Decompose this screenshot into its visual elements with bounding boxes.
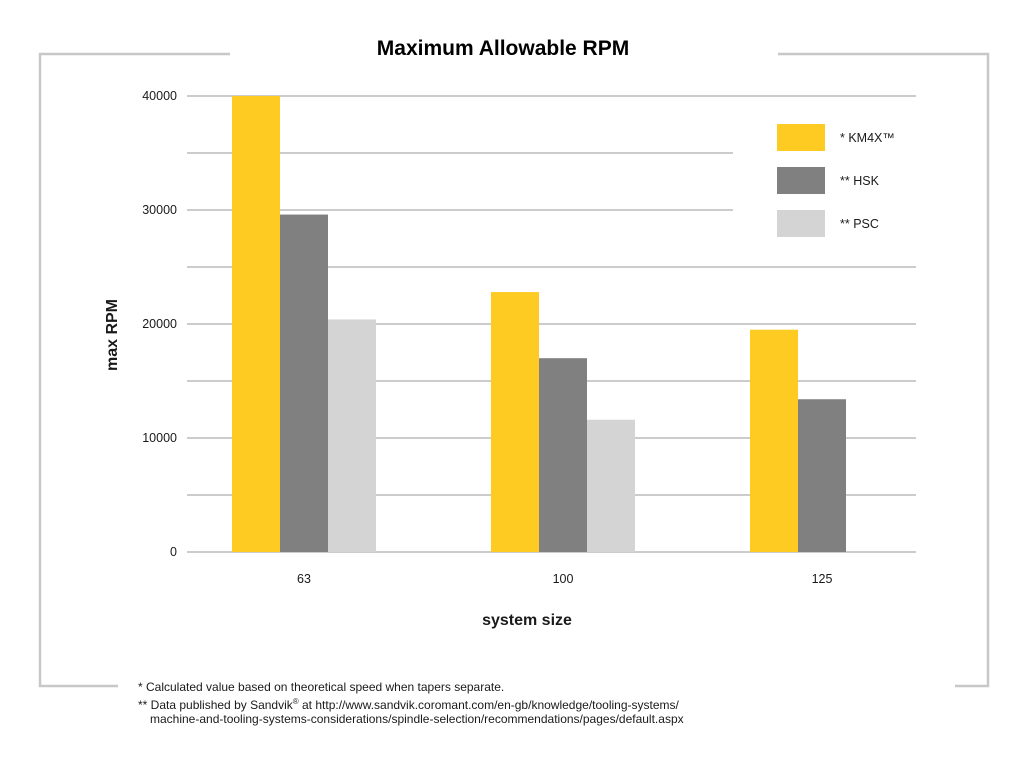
bar: [232, 96, 280, 552]
y-tick-labels: 0 10000 20000 30000 40000: [142, 89, 177, 559]
bar: [750, 329, 798, 552]
x-tick-labels: 63 100 125: [297, 572, 832, 586]
legend-label: ** PSC: [840, 217, 879, 231]
x-tick-label: 125: [812, 572, 833, 586]
bar: [587, 419, 635, 552]
footnote-2-prefix: ** Data published by Sandvik: [138, 697, 293, 712]
y-axis-label: max RPM: [104, 299, 121, 371]
bar: [328, 319, 376, 552]
bars: [232, 96, 846, 552]
y-tick-label: 20000: [142, 317, 177, 331]
legend: * KM4X™ ** HSK ** PSC: [733, 110, 916, 256]
y-tick-label: 30000: [142, 203, 177, 217]
legend-label: ** HSK: [840, 174, 880, 188]
y-tick-label: 40000: [142, 89, 177, 103]
y-tick-label: 10000: [142, 431, 177, 445]
bar: [491, 292, 539, 552]
bar: [798, 399, 846, 552]
registered-mark: ®: [292, 696, 299, 706]
footnote-1: * Calculated value based on theoretical …: [138, 680, 505, 694]
legend-label: * KM4X™: [840, 131, 895, 145]
legend-swatch: [777, 167, 825, 194]
x-tick-label: 63: [297, 572, 311, 586]
bar: [539, 358, 587, 552]
footnote-2: ** Data published by Sandvik® at http://…: [138, 695, 958, 713]
footnote-2-url: at http://www.sandvik.coromant.com/en-gb…: [298, 697, 679, 712]
x-tick-label: 100: [553, 572, 574, 586]
chart-frame: [38, 52, 990, 688]
legend-swatch: [777, 124, 825, 151]
y-tick-label: 0: [170, 545, 177, 559]
footnotes: * Calculated value based on theoretical …: [138, 680, 958, 727]
bar: [280, 214, 328, 552]
footnote-2-continuation: machine-and-tooling-systems-consideratio…: [150, 712, 684, 726]
legend-swatch: [777, 210, 825, 237]
x-axis-label: system size: [482, 612, 572, 629]
chart-title: Maximum Allowable RPM: [377, 37, 629, 60]
